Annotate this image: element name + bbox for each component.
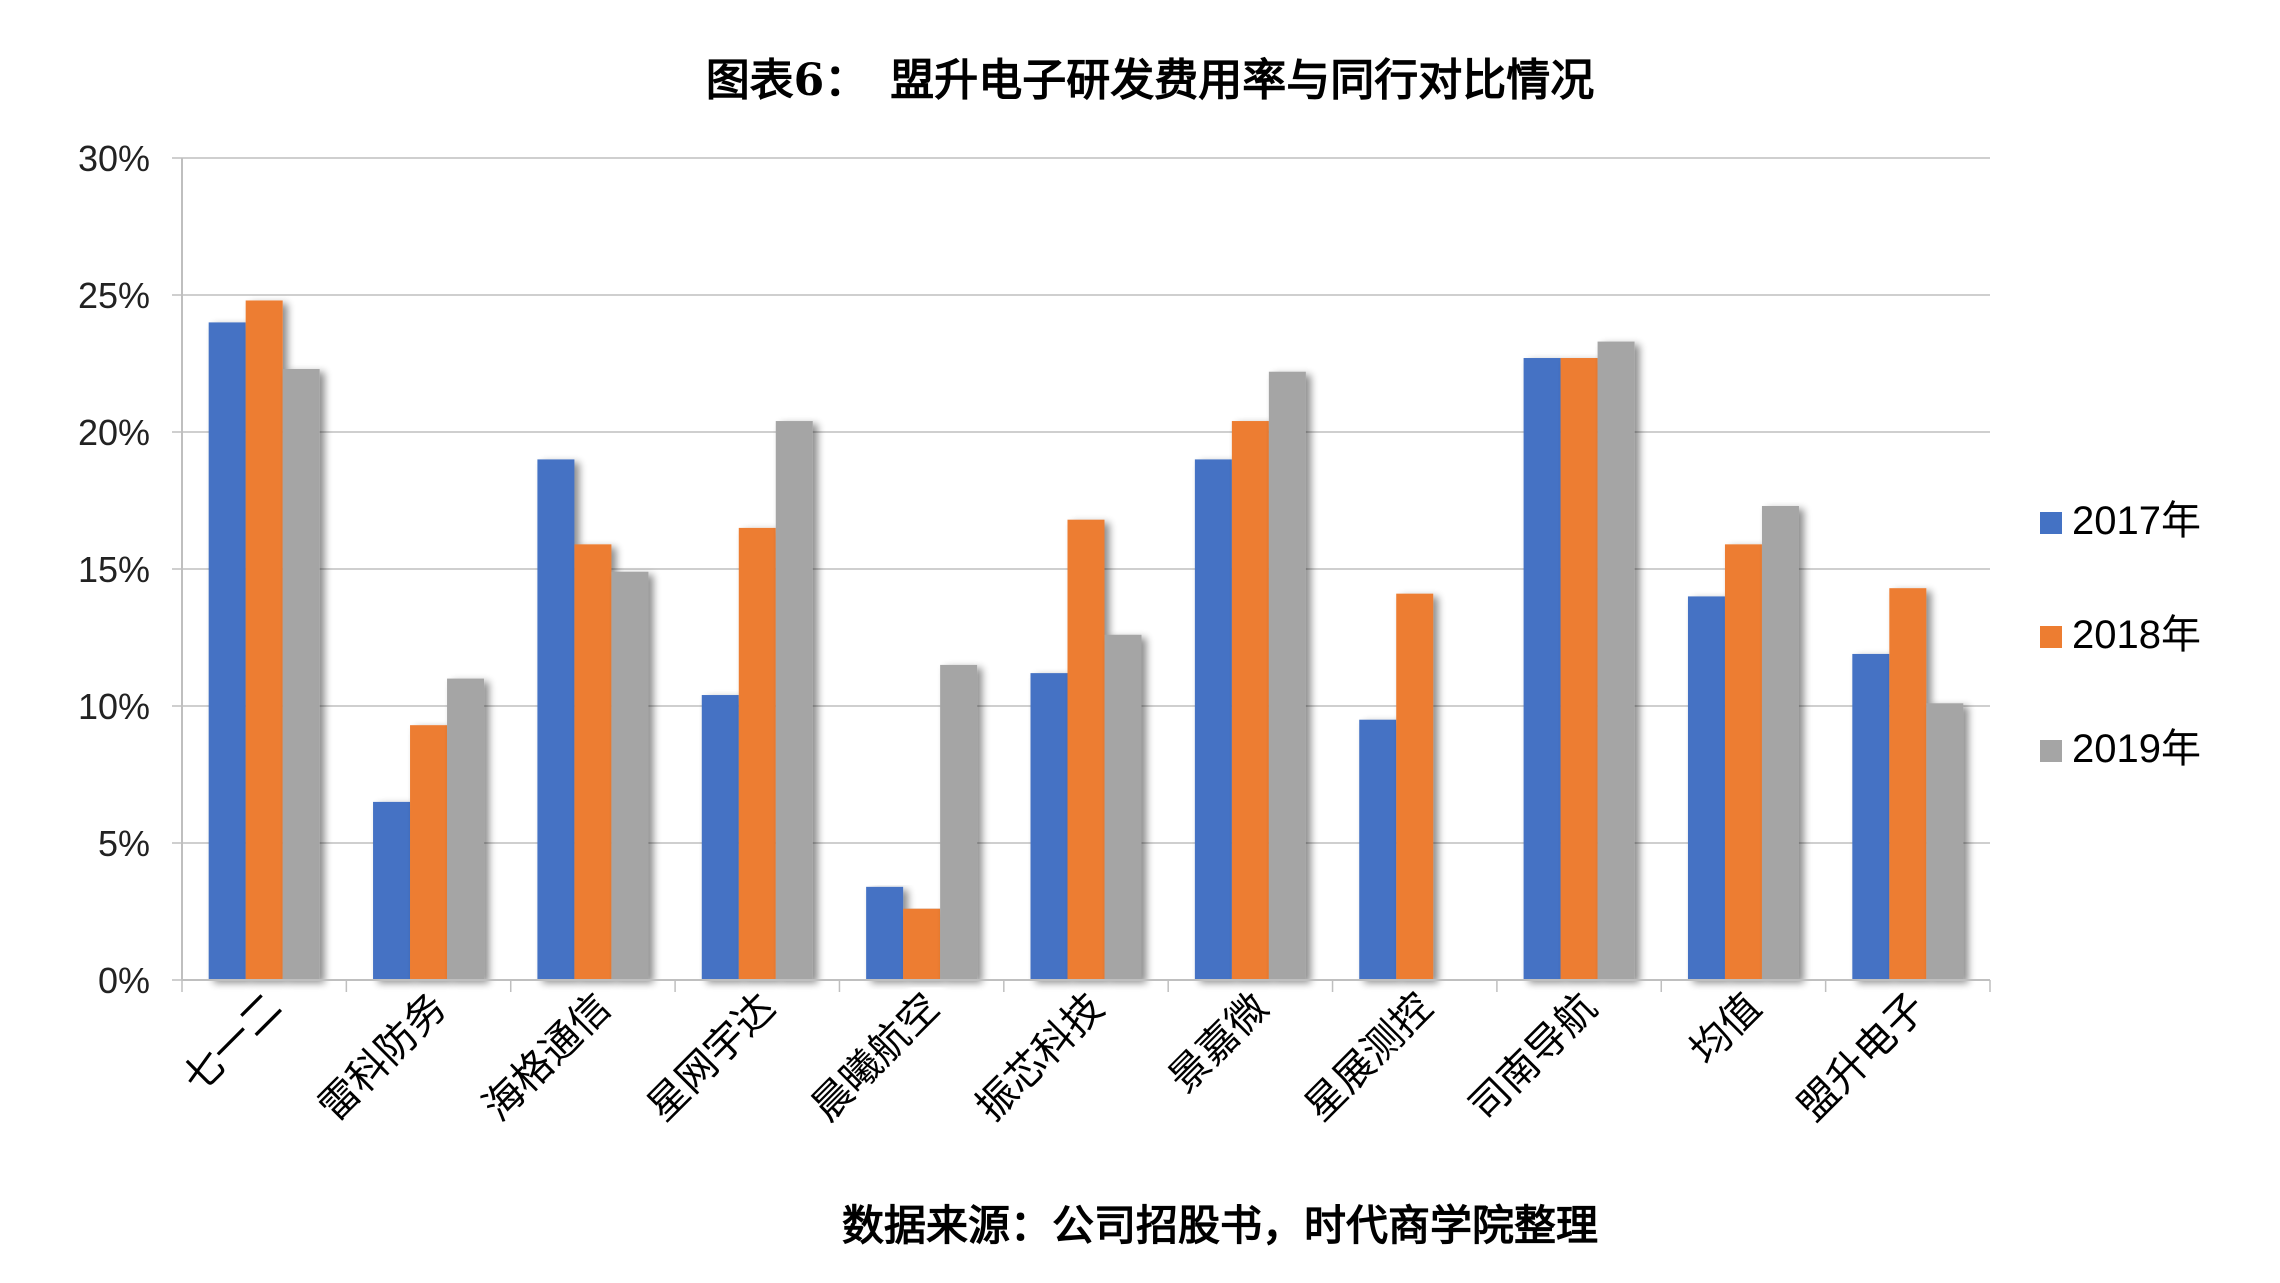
bar-2-4 xyxy=(738,527,776,980)
y-tick-label: 10% xyxy=(78,686,150,727)
bar-2-1 xyxy=(245,300,283,981)
legend-swatch xyxy=(2040,740,2062,762)
bar-2-5 xyxy=(903,908,941,980)
y-axis-ticks: 0% 5% 10% 15% 20% 25% 30% xyxy=(78,138,182,1001)
bar-2-10 xyxy=(1724,544,1762,980)
bar-1-4 xyxy=(701,695,739,980)
y-tick-label: 15% xyxy=(78,549,150,590)
x-axis xyxy=(181,158,1991,992)
bar-1-9 xyxy=(1523,358,1561,980)
chart-title: 图表6： 盟升电子研发费用率与同行对比情况 xyxy=(706,55,1595,106)
bar-3-11 xyxy=(1926,703,1964,980)
bar-2-11 xyxy=(1889,588,1927,980)
bar-3-3 xyxy=(611,571,649,980)
legend-label: 2019年 xyxy=(2072,727,2201,771)
bar-1-7 xyxy=(1194,459,1232,980)
bar-3-7 xyxy=(1268,371,1306,981)
source-note: 数据来源：公司招股书，时代商学院整理 xyxy=(842,1201,1598,1250)
legend-swatch xyxy=(2040,626,2062,648)
y-tick-label: 30% xyxy=(78,138,150,179)
x-category-label: 均值 xyxy=(1681,985,1770,1074)
y-tick-label: 20% xyxy=(78,412,150,453)
bar-3-6 xyxy=(1104,634,1142,980)
bar-2-9 xyxy=(1560,358,1598,980)
bar-3-10 xyxy=(1761,505,1799,980)
x-category-label: 雷科防务 xyxy=(310,985,456,1131)
y-tick-label: 5% xyxy=(98,823,150,864)
bar-3-2 xyxy=(447,678,485,980)
legend-label: 2018年 xyxy=(2072,613,2201,657)
bar-3-5 xyxy=(940,664,978,980)
bar-1-5 xyxy=(866,886,904,980)
x-category-label: 星展测控 xyxy=(1296,985,1442,1131)
bar-1-10 xyxy=(1687,596,1725,980)
bar-1-8 xyxy=(1359,719,1397,980)
x-category-label: 振芯科技 xyxy=(967,985,1113,1131)
bar-2-6 xyxy=(1067,519,1105,980)
x-category-label: 司南导航 xyxy=(1460,985,1606,1131)
x-category-label: 星网宇达 xyxy=(639,985,785,1131)
x-category-label: 晨曦航空 xyxy=(803,985,949,1131)
bar-1-1 xyxy=(208,322,246,980)
y-tick-label: 0% xyxy=(98,960,150,1001)
x-category-label: 七一二 xyxy=(174,985,291,1102)
bar-1-11 xyxy=(1852,653,1890,980)
legend: 2017年 2018年 2019年 xyxy=(2040,499,2201,771)
bar-3-4 xyxy=(775,421,813,980)
legend-swatch xyxy=(2040,512,2062,534)
bar-1-3 xyxy=(537,459,575,980)
x-category-label: 盟升电子 xyxy=(1789,985,1935,1131)
bars xyxy=(208,300,1964,981)
bar-2-3 xyxy=(574,544,612,980)
bar-2-8 xyxy=(1396,593,1434,980)
bar-3-1 xyxy=(282,368,320,981)
legend-label: 2017年 xyxy=(2072,499,2201,543)
bar-1-2 xyxy=(373,801,411,980)
y-tick-label: 25% xyxy=(78,275,150,316)
bar-2-2 xyxy=(410,725,448,980)
bar-3-9 xyxy=(1597,341,1635,981)
bar-2-7 xyxy=(1231,421,1269,980)
x-category-label: 海格通信 xyxy=(474,985,620,1131)
x-category-label: 景嘉微 xyxy=(1160,985,1277,1102)
bar-1-6 xyxy=(1030,673,1068,980)
x-axis-categories: 七一二 雷科防务 海格通信 星网宇达 晨曦航空 振芯科技 景嘉微 星展测控 司南导航 均值 盟升电子 xyxy=(174,985,1935,1131)
